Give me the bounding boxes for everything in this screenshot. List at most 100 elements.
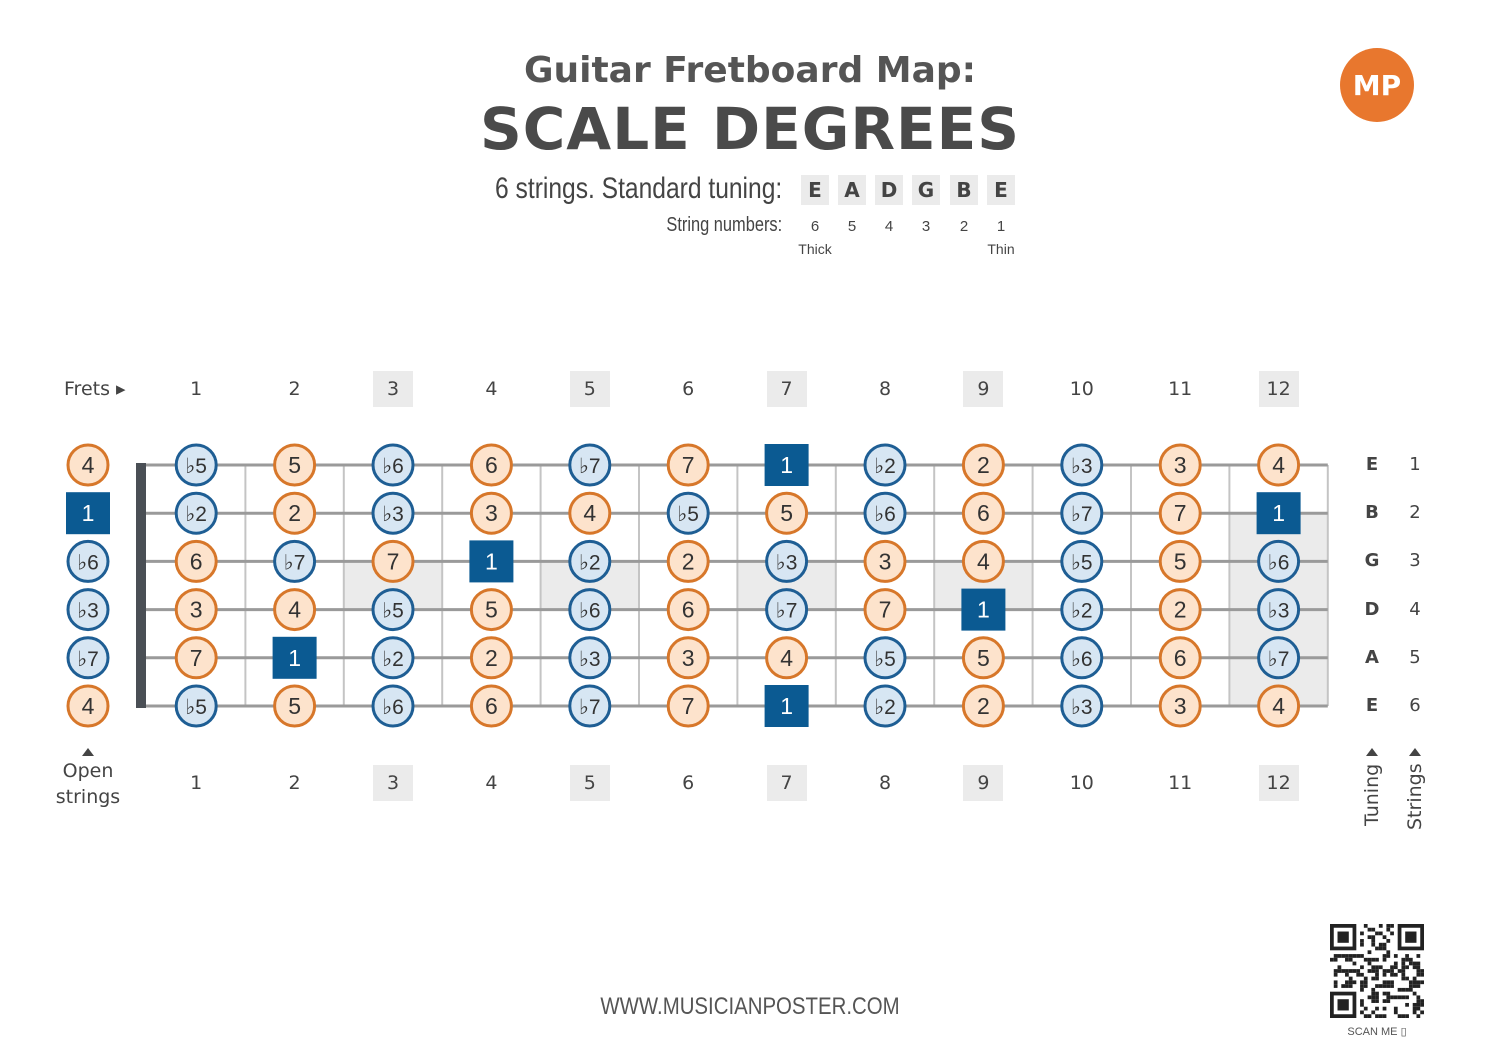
fret-note: 5: [273, 443, 317, 487]
degree-circle: [469, 684, 513, 728]
degree-label: ♭6: [382, 696, 404, 719]
flat-degree-circle: [666, 491, 710, 535]
degree-label: 3: [190, 597, 203, 623]
fret-note: ♭3: [371, 491, 415, 535]
page-title: SCALE DEGREES: [479, 95, 1021, 163]
degree-circle: [666, 539, 710, 583]
string-number-6: 6: [810, 218, 820, 235]
fret-note: 4: [273, 588, 317, 632]
degree-label: 6: [485, 452, 498, 478]
degree-circle: [961, 443, 1005, 487]
flat-degree-circle: [863, 491, 907, 535]
fret-note: ♭7: [273, 539, 317, 583]
degree-label: 6: [977, 500, 990, 526]
fret-note: 2: [469, 636, 513, 680]
fret-note: ♭2: [863, 443, 907, 487]
fret-note: 3: [174, 588, 218, 632]
degree-label: ♭3: [1071, 455, 1093, 478]
nut: [136, 463, 146, 708]
degree-label: ♭5: [185, 696, 207, 719]
degree-label: ♭7: [77, 648, 99, 671]
degree-label: 6: [1174, 645, 1187, 671]
fret-note: ♭3: [1060, 443, 1104, 487]
degree-label: 1: [288, 645, 301, 671]
degree-circle: [273, 684, 317, 728]
degree-label: 6: [485, 693, 498, 719]
strings-axis-label: Strings: [1404, 763, 1426, 830]
brand-logo: MP: [1340, 48, 1414, 122]
degree-label: 7: [387, 548, 400, 574]
degree-label: ♭2: [874, 455, 896, 478]
open-string-note: 1: [66, 492, 110, 535]
degree-label: ♭5: [677, 503, 699, 526]
fret-note: ♭2: [371, 636, 415, 680]
fret-note: 1: [272, 636, 317, 679]
flat-degree-circle: [568, 443, 612, 487]
top-fret-number: 6: [682, 378, 695, 400]
flat-degree-circle: [765, 588, 809, 632]
open-string-note: ♭3: [66, 588, 110, 632]
right-tuning-note: D: [1364, 598, 1380, 620]
fret-note: 7: [371, 539, 415, 583]
right-tuning-note: E: [1365, 695, 1379, 716]
flat-degree-circle: [1060, 588, 1104, 632]
fret-note: ♭5: [174, 443, 218, 487]
fret-note: ♭5: [863, 636, 907, 680]
top-fret-number: 2: [288, 378, 301, 400]
root-marker: [1256, 492, 1301, 535]
root-marker: [961, 588, 1006, 631]
fret-note: ♭6: [371, 443, 415, 487]
top-fret-number: 12: [1258, 371, 1299, 407]
tuning-note-6: E: [801, 175, 829, 205]
flat-degree-circle: [1060, 684, 1104, 728]
degree-circle: [66, 443, 110, 487]
fret-note: 6: [469, 443, 513, 487]
fret-note: 2: [666, 539, 710, 583]
degree-circle: [66, 684, 110, 728]
tuning-note-2: B: [950, 175, 978, 205]
title-line-1: Guitar Fretboard Map:: [523, 50, 977, 91]
flat-degree-circle: [371, 588, 415, 632]
top-fret-number: 7: [766, 371, 807, 407]
frets-label: Frets ▸: [64, 378, 126, 400]
degree-label: ♭2: [382, 648, 404, 671]
degree-label: ♭3: [382, 503, 404, 526]
degree-label: ♭3: [1071, 696, 1093, 719]
root-marker: [66, 492, 110, 535]
degree-label: ♭5: [185, 455, 207, 478]
degree-label: ♭6: [874, 503, 896, 526]
fret-note: 1: [1256, 492, 1301, 535]
degree-label: 2: [485, 645, 498, 671]
fret-note: 6: [1158, 636, 1202, 680]
fret-note: 4: [1257, 443, 1301, 487]
fret-note: 7: [666, 443, 710, 487]
flat-degree-circle: [1060, 443, 1104, 487]
fret-note: ♭2: [1060, 588, 1104, 632]
fret-note: 4: [568, 491, 612, 535]
flat-degree-circle: [174, 491, 218, 535]
open-string-note: ♭6: [66, 539, 110, 583]
fret-note: 2: [961, 684, 1005, 728]
tuning-note-1: E: [987, 175, 1015, 205]
fret-note: 5: [765, 491, 809, 535]
right-tuning-note: A: [1365, 646, 1379, 668]
flat-degree-circle: [371, 443, 415, 487]
degree-label: 7: [1174, 500, 1187, 526]
flat-degree-circle: [1257, 636, 1301, 680]
right-tuning-note: G: [1364, 550, 1380, 572]
degree-label: 3: [485, 500, 498, 526]
fret-note: 5: [961, 636, 1005, 680]
degree-circle: [1158, 684, 1202, 728]
top-fret-number: 1: [190, 378, 203, 400]
flat-degree-circle: [273, 539, 317, 583]
fret-note: ♭5: [1060, 539, 1104, 583]
bottom-fret-number: 3: [373, 765, 413, 801]
flat-degree-circle: [174, 684, 218, 728]
fret-note: 3: [469, 491, 513, 535]
degree-label: 1: [82, 500, 95, 526]
degree-label: 2: [682, 548, 695, 574]
degree-label: 7: [682, 693, 695, 719]
fret-note: 4: [1257, 684, 1301, 728]
degree-label: ♭2: [1071, 600, 1093, 623]
